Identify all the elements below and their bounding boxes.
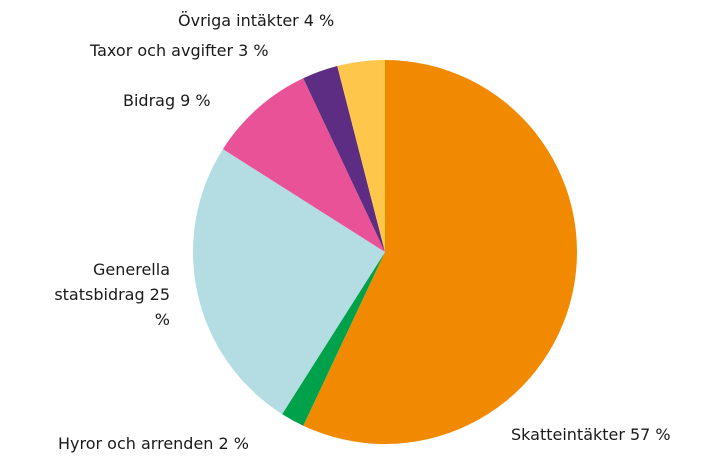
value-label: 4 %: [303, 11, 335, 30]
category-label: Övriga intäkter: [178, 11, 299, 30]
value-label: 9 %: [180, 91, 211, 110]
pie-slice: [303, 66, 385, 252]
pie-slice: [337, 60, 385, 252]
category-label: Skatteintäkter: [511, 425, 625, 444]
category-label: Taxor och avgifter: [90, 41, 234, 60]
value-label: 57 %: [629, 425, 671, 444]
slice-label: Hyror och arrenden 2 %: [58, 431, 249, 456]
slice-label: Skatteintäkter 57 %: [511, 422, 671, 447]
pie-slice: [303, 60, 577, 444]
slice-label: Övriga intäkter 4 %: [178, 8, 334, 33]
pie-slice: [192, 149, 385, 415]
value-label: 2 %: [218, 434, 249, 453]
category-label: Hyror och arrenden: [58, 434, 214, 453]
category-label: Bidrag: [123, 91, 176, 110]
value-label: 25 %: [149, 285, 170, 329]
slice-label: Taxor och avgifter 3 %: [90, 38, 269, 63]
slice-label: Bidrag 9 %: [123, 88, 211, 113]
pie-slice: [222, 78, 385, 252]
pie-slice: [282, 252, 385, 426]
slice-label: Generella statsbidrag 25 %: [40, 257, 170, 332]
value-label: 3 %: [238, 41, 269, 60]
category-label: Generella statsbidrag: [54, 260, 170, 304]
